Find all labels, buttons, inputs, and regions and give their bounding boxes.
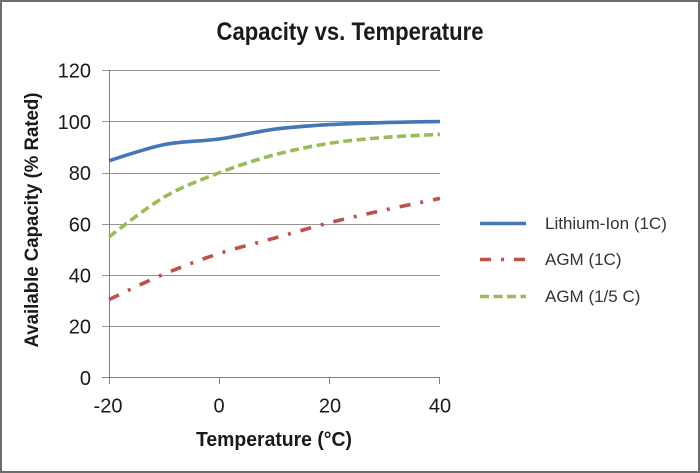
svg-text:60: 60: [69, 214, 91, 236]
svg-text:100: 100: [58, 112, 91, 134]
svg-text:0: 0: [213, 396, 224, 418]
svg-text:20: 20: [319, 396, 341, 418]
svg-text:Available Capacity (% Rated): Available Capacity (% Rated): [22, 93, 43, 348]
svg-text:120: 120: [58, 61, 91, 83]
svg-text:40: 40: [429, 396, 451, 418]
svg-text:-20: -20: [94, 396, 123, 418]
svg-text:Lithium-Ion (1C): Lithium-Ion (1C): [545, 214, 667, 233]
svg-text:Temperature (°C): Temperature (°C): [196, 429, 352, 451]
svg-text:20: 20: [69, 317, 91, 339]
svg-text:40: 40: [69, 266, 91, 288]
svg-text:AGM (1C): AGM (1C): [545, 250, 622, 269]
svg-text:80: 80: [69, 163, 91, 185]
svg-text:0: 0: [80, 368, 91, 390]
svg-text:Capacity vs. Temperature: Capacity vs. Temperature: [217, 18, 484, 46]
svg-text:AGM (1/5 C): AGM (1/5 C): [545, 287, 640, 306]
